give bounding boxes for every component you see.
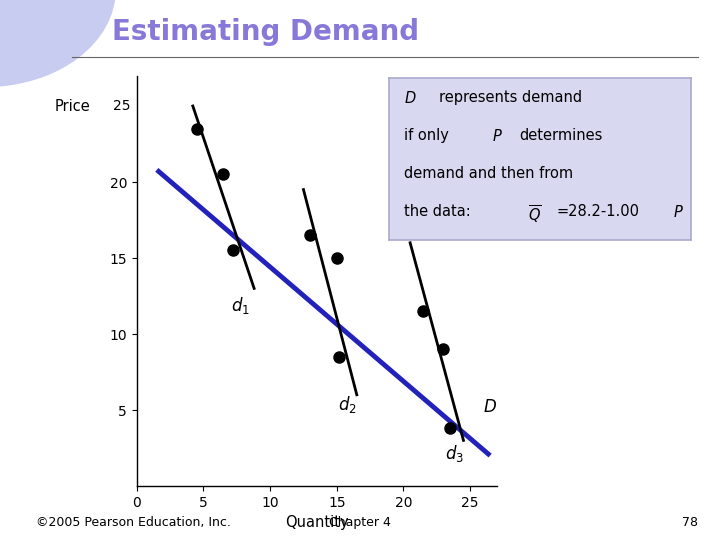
Text: =28.2-1.00: =28.2-1.00: [557, 204, 639, 219]
Text: represents demand: represents demand: [438, 90, 582, 105]
Text: $D$: $D$: [404, 90, 416, 106]
Text: ©2005 Pearson Education, Inc.: ©2005 Pearson Education, Inc.: [36, 516, 231, 529]
Text: determines: determines: [519, 127, 602, 143]
Text: 78: 78: [683, 516, 698, 529]
Text: $\overline{Q}$: $\overline{Q}$: [528, 204, 541, 226]
Text: 25: 25: [112, 99, 130, 113]
Text: $d_2$: $d_2$: [338, 394, 357, 415]
Text: Chapter 4: Chapter 4: [329, 516, 391, 529]
Text: $P$: $P$: [673, 204, 684, 220]
Text: Price: Price: [55, 98, 90, 113]
Text: $d_1$: $d_1$: [231, 295, 251, 316]
Text: $d_3$: $d_3$: [445, 443, 464, 464]
Text: $P$: $P$: [492, 127, 503, 144]
Text: if only: if only: [404, 127, 449, 143]
Text: the data:: the data:: [404, 204, 471, 219]
Text: Estimating Demand: Estimating Demand: [112, 18, 419, 46]
Text: demand and then from: demand and then from: [404, 166, 573, 181]
X-axis label: Quantity: Quantity: [285, 515, 348, 530]
Text: $D$: $D$: [483, 398, 498, 416]
